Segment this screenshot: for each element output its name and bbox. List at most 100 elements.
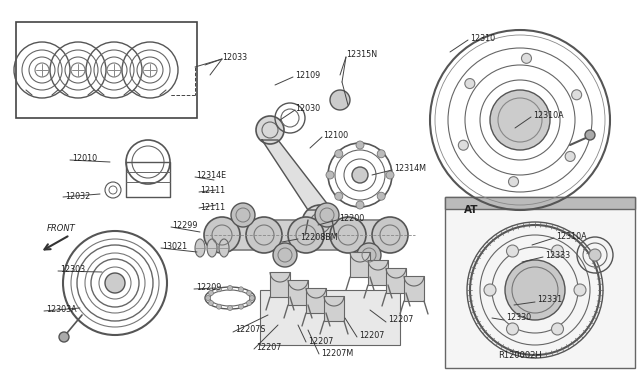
Circle shape — [302, 205, 338, 241]
Text: 12314M: 12314M — [394, 164, 426, 173]
Circle shape — [330, 90, 350, 110]
Text: 12207M: 12207M — [321, 349, 353, 357]
Text: 12333: 12333 — [545, 250, 570, 260]
Bar — [404, 276, 424, 301]
Circle shape — [239, 287, 243, 292]
Circle shape — [335, 192, 343, 200]
Circle shape — [552, 323, 563, 335]
Circle shape — [352, 167, 368, 183]
Text: 12299: 12299 — [172, 221, 198, 230]
Circle shape — [484, 284, 496, 296]
Text: 12207: 12207 — [308, 337, 333, 346]
Text: 12010: 12010 — [72, 154, 97, 163]
Bar — [445, 197, 635, 368]
Circle shape — [356, 141, 364, 149]
Ellipse shape — [195, 239, 205, 257]
Text: 12109: 12109 — [295, 71, 320, 80]
Circle shape — [490, 90, 550, 150]
Text: 12331: 12331 — [537, 295, 562, 305]
Circle shape — [506, 323, 518, 335]
Polygon shape — [262, 140, 332, 210]
Circle shape — [216, 304, 221, 309]
Circle shape — [288, 217, 324, 253]
Bar — [350, 252, 370, 277]
Circle shape — [246, 291, 252, 295]
Bar — [386, 268, 406, 293]
Circle shape — [326, 171, 334, 179]
Polygon shape — [269, 220, 301, 250]
Circle shape — [386, 171, 394, 179]
Text: 12100: 12100 — [323, 131, 348, 140]
Ellipse shape — [207, 239, 217, 257]
Circle shape — [372, 217, 408, 253]
Bar — [445, 197, 635, 207]
Bar — [288, 280, 308, 305]
Circle shape — [509, 177, 518, 187]
Circle shape — [330, 217, 366, 253]
Circle shape — [239, 304, 243, 309]
Text: 12303: 12303 — [60, 266, 85, 275]
Bar — [306, 288, 326, 313]
Circle shape — [59, 332, 69, 342]
Circle shape — [246, 301, 252, 305]
Circle shape — [205, 295, 211, 301]
Circle shape — [552, 245, 563, 257]
Ellipse shape — [219, 239, 229, 257]
Text: 12032: 12032 — [65, 192, 90, 201]
Text: 12111: 12111 — [200, 202, 225, 212]
Circle shape — [209, 291, 214, 295]
Circle shape — [572, 90, 582, 100]
Circle shape — [357, 243, 381, 267]
Text: 12310A: 12310A — [556, 231, 587, 241]
Circle shape — [377, 150, 385, 158]
Text: 12330: 12330 — [506, 314, 531, 323]
Text: 12208BM: 12208BM — [300, 232, 338, 241]
Circle shape — [216, 287, 221, 292]
Polygon shape — [311, 220, 343, 250]
Circle shape — [465, 78, 475, 89]
Circle shape — [505, 260, 565, 320]
Circle shape — [227, 285, 232, 291]
Circle shape — [377, 192, 385, 200]
Text: 12111: 12111 — [200, 186, 225, 195]
Circle shape — [256, 116, 284, 144]
Text: 12315N: 12315N — [346, 49, 377, 58]
Bar — [260, 290, 400, 345]
Circle shape — [565, 151, 575, 161]
Text: FRONT: FRONT — [47, 224, 76, 232]
Circle shape — [522, 53, 531, 63]
Text: 12200: 12200 — [339, 214, 364, 222]
Polygon shape — [353, 220, 385, 250]
Bar — [16, 22, 197, 118]
Circle shape — [209, 301, 214, 305]
Text: 12207: 12207 — [256, 343, 282, 353]
Bar — [445, 197, 635, 209]
Text: 12030: 12030 — [295, 103, 320, 112]
Circle shape — [585, 130, 595, 140]
Text: AT: AT — [464, 205, 479, 215]
Circle shape — [458, 140, 468, 150]
Text: 12033: 12033 — [222, 52, 247, 61]
Text: 12303A: 12303A — [46, 305, 77, 314]
Text: 13021: 13021 — [162, 241, 187, 250]
Text: 12207S: 12207S — [235, 326, 266, 334]
Circle shape — [506, 245, 518, 257]
Circle shape — [246, 217, 282, 253]
Text: 12310: 12310 — [470, 33, 495, 42]
Bar — [270, 272, 290, 297]
Text: 12207: 12207 — [388, 315, 413, 324]
Circle shape — [231, 203, 255, 227]
Text: 12310A: 12310A — [533, 110, 564, 119]
Circle shape — [589, 249, 601, 261]
Polygon shape — [227, 220, 259, 250]
Circle shape — [204, 217, 240, 253]
Circle shape — [227, 305, 232, 311]
Circle shape — [315, 203, 339, 227]
Circle shape — [250, 295, 255, 301]
Text: R120002H: R120002H — [498, 352, 541, 360]
Circle shape — [574, 284, 586, 296]
Text: 12209: 12209 — [196, 283, 221, 292]
Bar — [368, 260, 388, 285]
Text: 12314E: 12314E — [196, 170, 226, 180]
Circle shape — [335, 150, 343, 158]
